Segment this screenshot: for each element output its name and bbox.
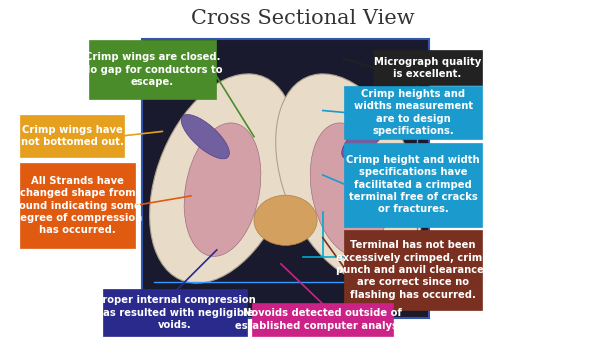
Text: Novoids detected outside of
established computer analysis.: Novoids detected outside of established … (235, 308, 411, 330)
Text: Terminal has not been
excessively crimped, crimp
punch and anvil clearances
are : Terminal has not been excessively crimpe… (336, 240, 490, 300)
FancyBboxPatch shape (142, 39, 429, 318)
Text: All Strands have
changed shape from
round indicating some
degree of compression
: All Strands have changed shape from roun… (13, 176, 142, 235)
FancyBboxPatch shape (20, 163, 135, 247)
FancyBboxPatch shape (20, 115, 124, 157)
FancyBboxPatch shape (344, 142, 482, 226)
Ellipse shape (342, 114, 390, 159)
FancyBboxPatch shape (344, 86, 482, 139)
Text: Cross Sectional View: Cross Sectional View (191, 9, 415, 28)
Text: Crimp height and width
specifications have
facilitated a crimped
terminal free o: Crimp height and width specifications ha… (346, 155, 480, 215)
FancyBboxPatch shape (103, 289, 247, 336)
Text: Proper internal compression
has resulted with negligible
voids.: Proper internal compression has resulted… (95, 295, 255, 330)
FancyBboxPatch shape (373, 50, 482, 85)
Ellipse shape (150, 74, 296, 283)
Text: Crimp wings have
not bottomed out.: Crimp wings have not bottomed out. (21, 125, 123, 147)
Ellipse shape (184, 123, 261, 256)
Ellipse shape (310, 123, 387, 256)
Ellipse shape (254, 195, 317, 245)
FancyBboxPatch shape (344, 230, 482, 310)
FancyBboxPatch shape (89, 40, 215, 99)
Ellipse shape (181, 114, 230, 159)
Text: Micrograph quality
is excellent.: Micrograph quality is excellent. (374, 57, 481, 79)
FancyBboxPatch shape (253, 303, 394, 336)
Text: Crimp heights and
widths measurement
are to design
specifications.: Crimp heights and widths measurement are… (353, 89, 473, 136)
Text: Crimp wings are closed.
No gap for conductors to
escape.: Crimp wings are closed. No gap for condu… (82, 52, 222, 87)
Ellipse shape (276, 74, 421, 283)
